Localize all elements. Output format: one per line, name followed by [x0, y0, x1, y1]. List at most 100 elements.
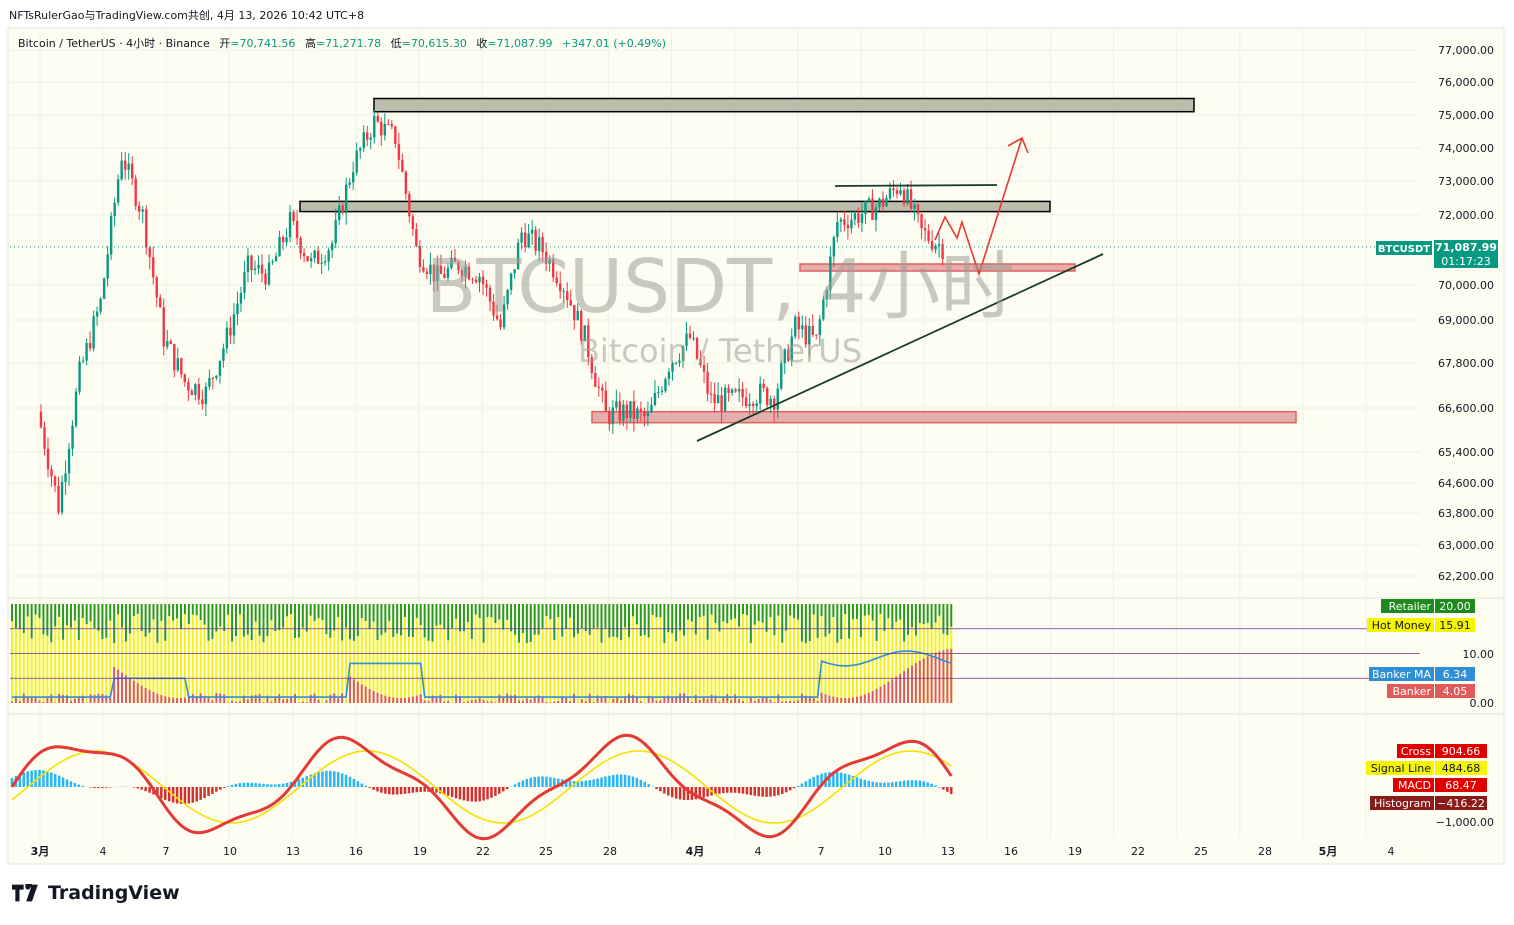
candle-body: [892, 188, 895, 191]
macd-label-tag: [1370, 796, 1434, 810]
banker-label-name: Banker: [1392, 685, 1431, 698]
candle-body: [566, 291, 569, 301]
low-value: =70,615.30: [401, 37, 467, 50]
symbol-legend[interactable]: Bitcoin / TetherUS · 4小时 · Binance 开=70,…: [18, 35, 666, 51]
candle-body: [618, 401, 622, 422]
candle-body: [653, 392, 657, 405]
candle-body: [780, 363, 783, 389]
candle-body: [145, 209, 148, 248]
candle-body: [920, 214, 923, 229]
candle-body: [723, 387, 727, 412]
banker-label-tag: [1381, 599, 1434, 613]
macd-axis-tick: −1,000.00: [1436, 816, 1494, 829]
candle-body: [783, 349, 786, 364]
price-tick: 74,000.00: [1438, 142, 1494, 155]
candle-body: [646, 412, 650, 417]
candle-body: [839, 219, 843, 222]
close-value: =71,087.99: [487, 37, 553, 50]
time-tick: 4: [1388, 845, 1395, 858]
time-axis[interactable]: 3月 4 7 10 13 16 19 22 25 28 4月 4 7 10 13 16 19 22 25 28 5月 4: [31, 845, 1395, 858]
price-axis[interactable]: 77,000.00 76,000.00 75,000.00 74,000.00 73,0…: [1366, 44, 1498, 829]
candle-body: [99, 298, 102, 312]
candle-body: [264, 273, 267, 285]
candle-body: [632, 401, 636, 419]
macd-label-name: Signal Line: [1371, 762, 1431, 775]
candle-body: [829, 256, 832, 291]
price-tick: 63,800.00: [1438, 507, 1494, 520]
price-tick: 67,800.00: [1438, 357, 1494, 370]
candle-body: [432, 264, 436, 282]
candle-body: [401, 159, 404, 172]
banker-label-tag: [1387, 684, 1434, 698]
candle-body: [288, 212, 292, 238]
candle-body: [411, 216, 415, 230]
candle-body: [559, 283, 562, 292]
candle-body: [408, 193, 411, 217]
candle-body: [790, 336, 793, 361]
candle-body: [492, 301, 495, 316]
price-tick: 70,000.00: [1438, 279, 1494, 292]
candle-body: [818, 319, 822, 336]
candle-body: [50, 469, 53, 477]
candle-body: [776, 388, 779, 410]
candle-body: [380, 121, 383, 136]
publish-line: NFTsRulerGao与TradingView.com共创, 4月 13, 2…: [9, 9, 365, 22]
candle-body: [576, 310, 579, 321]
candle-body: [716, 395, 720, 404]
candle-body: [397, 144, 401, 160]
candle-body: [257, 264, 260, 269]
candle-body: [366, 132, 369, 140]
candle-body: [541, 237, 544, 253]
candle-body: [316, 250, 320, 264]
candle-body: [801, 325, 804, 330]
candle-body: [709, 393, 713, 395]
candle-body: [569, 300, 572, 306]
candle-body: [692, 337, 695, 339]
candle-body: [874, 207, 878, 220]
candle-body: [64, 473, 67, 483]
candle-body: [394, 126, 397, 145]
watermark-symbol: BTCUSDT, 4小时: [426, 244, 1015, 330]
price-tick: 64,600.00: [1438, 477, 1494, 490]
candle-body: [302, 253, 306, 257]
candle-body: [509, 273, 513, 290]
candle-body: [439, 265, 443, 274]
candle-body: [530, 229, 534, 234]
candle-body: [159, 297, 162, 308]
candle-body: [594, 372, 597, 387]
candle-body: [415, 229, 418, 247]
candle-body: [85, 343, 88, 361]
close-label: 收: [476, 37, 488, 50]
candle-body: [815, 334, 818, 336]
high-label: 高: [304, 37, 316, 50]
candle-body: [334, 220, 337, 244]
candle-body: [899, 190, 902, 195]
candle-body: [748, 403, 751, 407]
candle-body: [162, 307, 165, 347]
candle-body: [937, 244, 941, 246]
candle-body: [232, 314, 236, 336]
candle-body: [127, 163, 130, 170]
candle-body: [95, 311, 99, 317]
candle-body: [881, 198, 885, 207]
candle-body: [506, 289, 509, 305]
candle-body: [902, 190, 906, 204]
candle-body: [281, 236, 285, 243]
candle-body: [109, 216, 113, 255]
time-tick: 10: [878, 845, 892, 858]
zone-resistance: [299, 200, 1051, 213]
candle-body: [355, 150, 358, 173]
resistance-line: [834, 184, 998, 187]
time-tick: 28: [603, 845, 617, 858]
candle-body: [706, 371, 709, 394]
candle-body: [643, 411, 646, 417]
candle-body: [299, 238, 302, 254]
candle-body: [323, 261, 327, 263]
candle-body: [685, 333, 688, 347]
drawings: [696, 136, 1104, 442]
candle-body: [562, 291, 565, 293]
price-tick: 69,000.00: [1438, 314, 1494, 327]
candle-body: [671, 362, 674, 372]
candle-body: [713, 393, 716, 404]
